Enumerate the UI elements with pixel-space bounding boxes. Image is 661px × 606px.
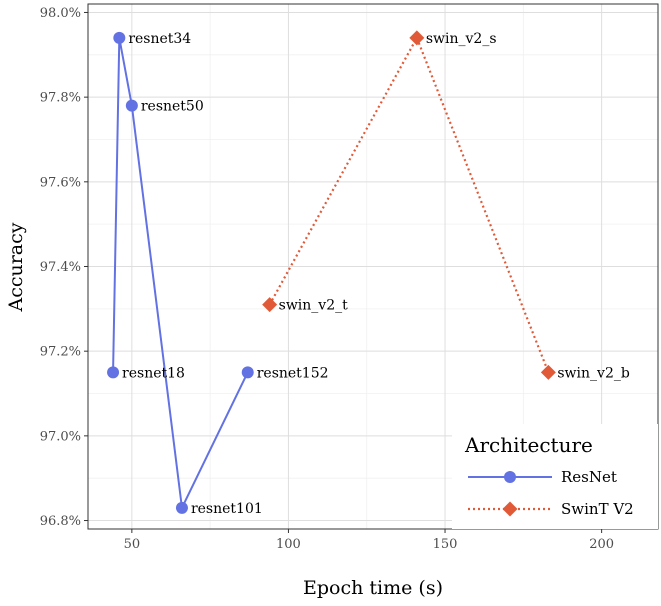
data-point-swin-v2-b bbox=[540, 364, 556, 380]
legend-marker-swint-v2 bbox=[502, 501, 518, 517]
x-axis-title: Epoch time (s) bbox=[303, 577, 443, 599]
data-label-resnet101: resnet101 bbox=[191, 501, 263, 517]
legend-item-swint-v2: SwinT V2 bbox=[468, 500, 634, 518]
data-label-swin-v2-b: swin_v2_b bbox=[557, 365, 629, 381]
data-point-resnet50 bbox=[125, 99, 138, 112]
y-axis-title: Accuracy bbox=[5, 222, 27, 312]
legend-title: Architecture bbox=[464, 433, 593, 457]
data-point-resnet152 bbox=[241, 366, 254, 379]
y-tick-label: 96.8% bbox=[40, 514, 81, 529]
data-label-swin-v2-s: swin_v2_s bbox=[426, 31, 497, 47]
legend-item-resnet: ResNet bbox=[468, 468, 617, 486]
data-label-resnet50: resnet50 bbox=[141, 99, 204, 115]
series-layer bbox=[107, 30, 556, 514]
x-tick-label: 50 bbox=[124, 537, 141, 552]
x-tick-label: 200 bbox=[589, 537, 614, 552]
data-point-resnet34 bbox=[113, 31, 126, 44]
data-point-resnet101 bbox=[175, 501, 188, 514]
series-line-swint-v2 bbox=[268, 35, 550, 373]
legend-label-swint-v2: SwinT V2 bbox=[561, 500, 634, 518]
y-tick-label: 98.0% bbox=[40, 6, 81, 21]
data-label-swin-v2-t: swin_v2_t bbox=[279, 298, 348, 314]
series-swint-v2 bbox=[262, 30, 556, 380]
data-label-resnet18: resnet18 bbox=[122, 365, 185, 381]
data-label-resnet152: resnet152 bbox=[257, 365, 329, 381]
legend: Architecture ResNet SwinT V2 bbox=[452, 424, 658, 529]
y-tick-label: 97.6% bbox=[40, 175, 81, 190]
data-label-resnet34: resnet34 bbox=[128, 31, 191, 47]
y-tick-label: 97.2% bbox=[40, 345, 81, 360]
x-tick-label: 100 bbox=[276, 537, 301, 552]
point-labels: resnet18 resnet34 resnet50 resnet101 resnet1… bbox=[122, 31, 630, 517]
legend-items: ResNet SwinT V2 bbox=[468, 468, 634, 518]
axes: 50 100 150 200 96.8% 97.0% 97.2% 97.4% 97.6% 97.8… bbox=[40, 6, 614, 552]
data-point-swin-v2-s bbox=[409, 30, 425, 46]
y-tick-label: 97.0% bbox=[40, 429, 81, 444]
legend-marker-resnet bbox=[504, 471, 516, 483]
grid bbox=[88, 4, 658, 529]
data-point-resnet18 bbox=[107, 366, 120, 379]
legend-label-resnet: ResNet bbox=[561, 468, 617, 486]
y-tick-label: 97.4% bbox=[40, 260, 81, 275]
x-tick-label: 150 bbox=[433, 537, 458, 552]
series-resnet bbox=[107, 31, 254, 514]
y-tick-label: 97.8% bbox=[40, 91, 81, 106]
data-point-swin-v2-t bbox=[262, 297, 278, 313]
